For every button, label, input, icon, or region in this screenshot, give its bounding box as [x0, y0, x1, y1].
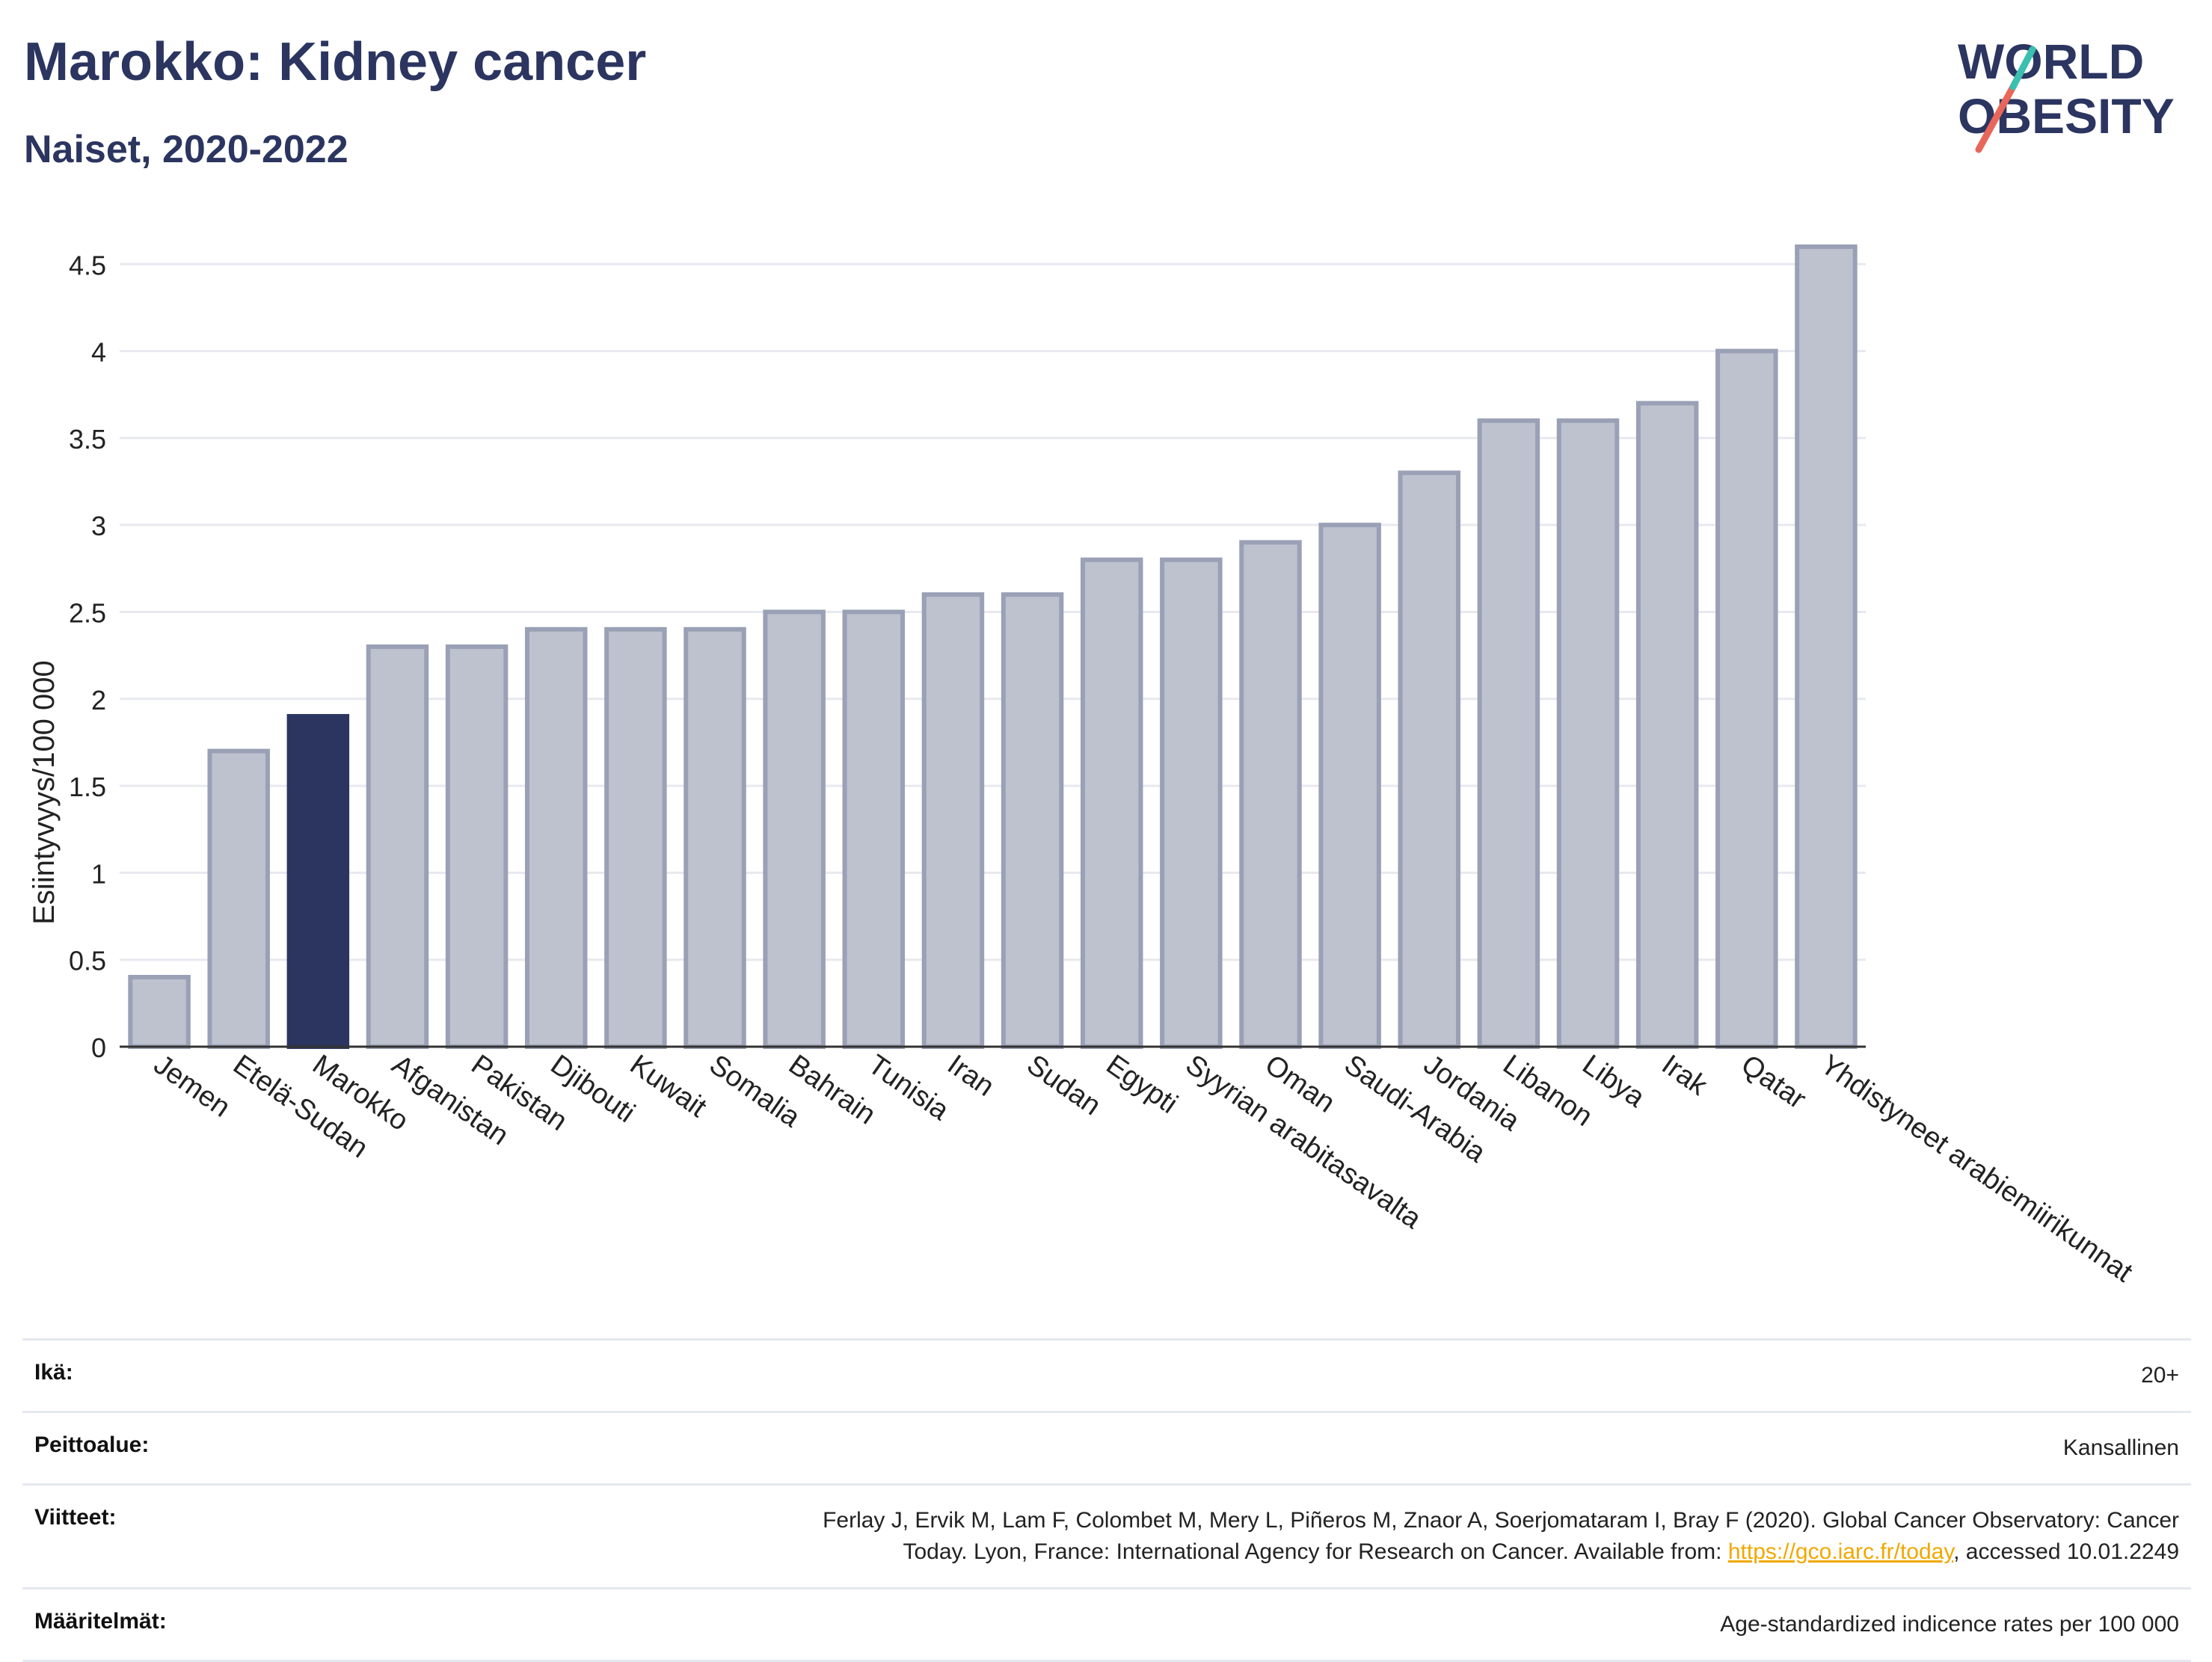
y-tick-label: 4.5	[69, 250, 106, 280]
references-link[interactable]: https://gco.iarc.fr/today	[1727, 1539, 1954, 1564]
bars	[128, 244, 1858, 1050]
definitions-label: Määritelmät:	[34, 1609, 167, 1634]
x-tick-label: Etelä-Sudan	[227, 1049, 373, 1164]
y-tick-label: 3	[91, 511, 106, 541]
world-obesity-logo: WORLD OBESITY	[1958, 34, 2175, 153]
x-tick-label: Kuwait	[624, 1049, 713, 1124]
bar[interactable]	[1715, 348, 1778, 1049]
bar[interactable]	[842, 609, 906, 1049]
bar[interactable]	[1160, 557, 1223, 1049]
bar-highlighted[interactable]	[286, 714, 350, 1049]
references-line-2-post: , accessed 10.01.2249	[1953, 1539, 2179, 1564]
bar[interactable]	[1795, 244, 1858, 1049]
definitions-value: Age-standardized indicence rates per 100…	[1720, 1612, 2179, 1637]
bar[interactable]	[763, 609, 826, 1049]
age-label: Ikä:	[34, 1360, 73, 1385]
bar[interactable]	[445, 644, 509, 1049]
y-tick-label: 1	[91, 858, 106, 889]
bar[interactable]	[921, 592, 985, 1049]
bar[interactable]	[1477, 418, 1540, 1049]
coverage-value: Kansallinen	[2062, 1435, 2179, 1460]
y-tick-label: 3.5	[69, 424, 106, 455]
x-tick-label: Tunisia	[862, 1049, 955, 1127]
info-table: Ikä: 20+ Peittoalue: Kansallinen Viittee…	[22, 1338, 2191, 1662]
x-tick-label: Sudan	[1021, 1049, 1106, 1121]
x-tick-label: Qatar	[1736, 1049, 1812, 1115]
x-tick-label: Iran	[941, 1049, 1000, 1103]
bar[interactable]	[128, 974, 191, 1050]
references-line-1: Ferlay J, Ervik M, Lam F, Colombet M, Me…	[823, 1508, 2179, 1533]
info-row-coverage: Peittoalue: Kansallinen	[22, 1411, 2191, 1483]
bar[interactable]	[1001, 592, 1064, 1049]
bar[interactable]	[604, 627, 667, 1049]
bar[interactable]	[1635, 401, 1699, 1049]
references-line-2-pre: Today. Lyon, France: International Agenc…	[903, 1539, 1728, 1564]
y-tick-label: 1.5	[69, 772, 106, 802]
y-axis-label: Esiintyvyys/100 000	[28, 660, 61, 925]
x-tick-label: Irak	[1656, 1049, 1713, 1102]
y-tick-label: 2.5	[69, 597, 106, 628]
bar-chart: 00.511.522.533.544.5JemenEtelä-SudanMaro…	[28, 244, 2139, 1289]
x-tick-label: Jemen	[148, 1049, 236, 1124]
x-tick-label: Yhdistyneet arabiemiirikunnat	[1815, 1049, 2139, 1289]
bar[interactable]	[1556, 418, 1620, 1049]
bar[interactable]	[1239, 540, 1302, 1049]
bar[interactable]	[525, 627, 588, 1049]
x-tick-label: Somalia	[704, 1049, 806, 1134]
y-tick-label: 4	[91, 337, 106, 368]
page-subtitle: Naiset, 2020-2022	[24, 128, 348, 171]
references-label: Viitteet:	[34, 1505, 117, 1530]
bar[interactable]	[1398, 470, 1460, 1049]
bar[interactable]	[1080, 557, 1143, 1049]
logo-slash-teal	[2009, 46, 2036, 90]
y-tick-label: 0	[91, 1032, 106, 1063]
info-row-references: Viitteet: Ferlay J, Ervik M, Lam F, Colo…	[22, 1483, 2191, 1587]
coverage-label: Peittoalue:	[34, 1432, 150, 1457]
logo-text-world: WORLD	[1958, 34, 2144, 89]
y-tick-label: 2	[91, 685, 106, 715]
age-value: 20+	[2141, 1363, 2179, 1388]
logo-slash-red	[1975, 83, 2017, 153]
info-row-definitions: Määritelmät: Age-standardized indicence …	[22, 1587, 2191, 1662]
y-tick-label: 0.5	[69, 946, 106, 976]
page-title: Marokko: Kidney cancer	[24, 32, 647, 92]
references-value: Ferlay J, Ervik M, Lam F, Colombet M, Me…	[823, 1505, 2179, 1568]
bar[interactable]	[207, 748, 270, 1050]
bar[interactable]	[366, 644, 429, 1049]
bar[interactable]	[1318, 523, 1381, 1049]
x-tick-label: Egypti	[1101, 1049, 1184, 1120]
info-row-age: Ikä: 20+	[22, 1338, 2191, 1411]
bar[interactable]	[683, 627, 746, 1049]
